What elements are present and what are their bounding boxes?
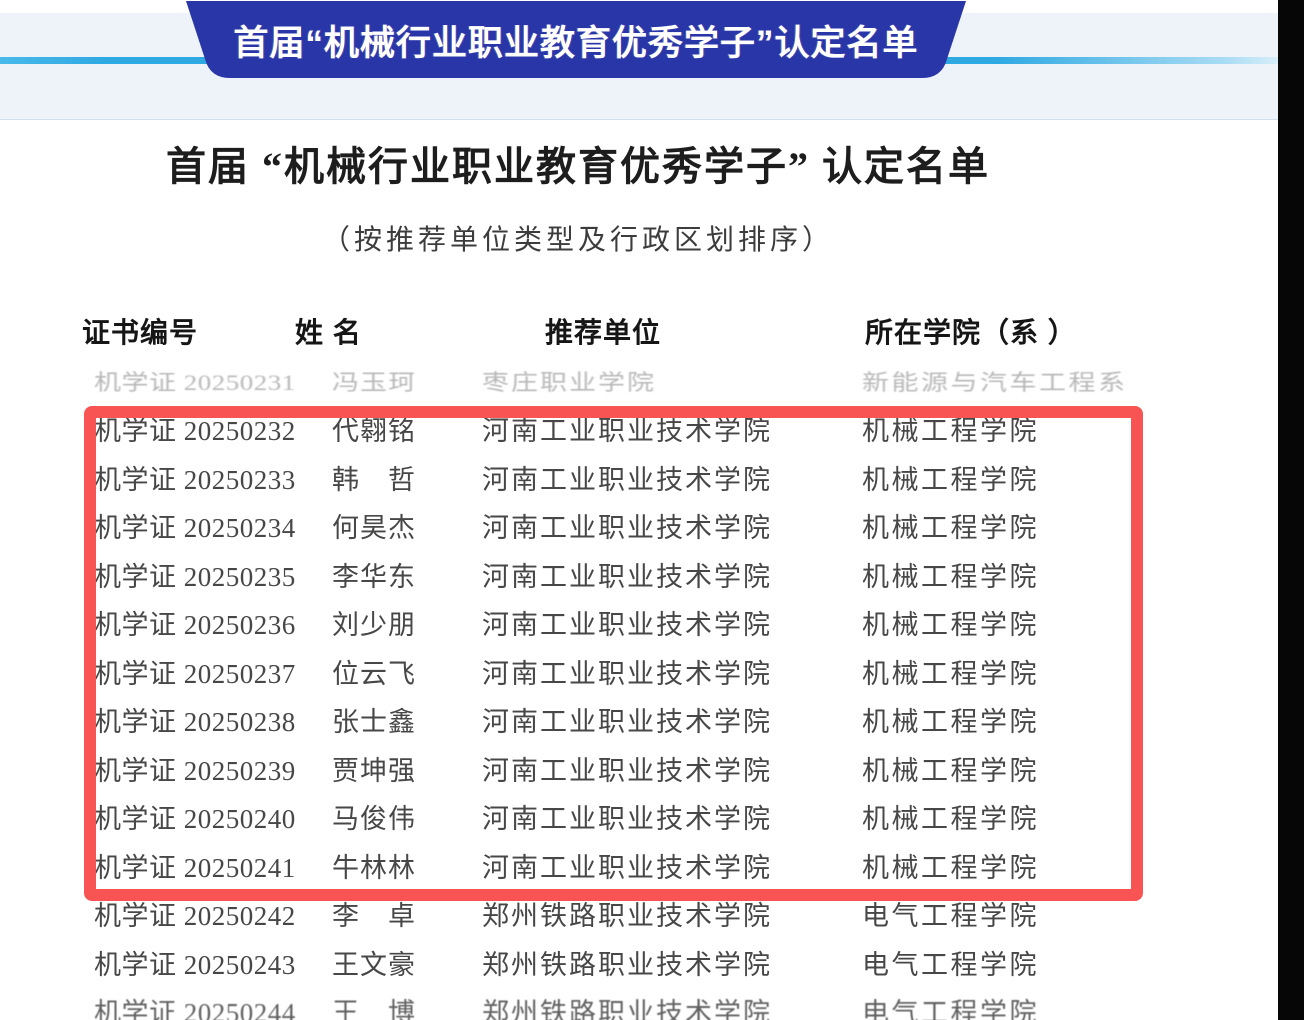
column-header-college: 所在学院（系 ） — [865, 317, 1077, 348]
unit-cell: 郑州铁路职业技术学院 — [482, 901, 772, 932]
table-row: 机学证 20250239 贾坤强 河南工业职业技术学院 机械工程学院 — [82, 744, 1182, 793]
cert-cell: 机学证 20250240 — [94, 804, 296, 835]
banner-title: 首届“机械行业职业教育优秀学子”认定名单 — [233, 23, 919, 63]
college-cell: 机械工程学院 — [862, 707, 1039, 738]
table-row: 机学证 20250236 刘少朋 河南工业职业技术学院 机械工程学院 — [82, 599, 1182, 648]
college-cell: 机械工程学院 — [862, 804, 1039, 835]
table-row: 机学证 20250240 马俊伟 河南工业职业技术学院 机械工程学院 — [82, 793, 1182, 842]
college-cell: 机械工程学院 — [862, 755, 1039, 786]
unit-cell: 河南工业职业技术学院 — [482, 610, 772, 641]
college-cell: 机械工程学院 — [862, 658, 1039, 689]
name-cell: 马俊伟 — [332, 804, 416, 835]
name-cell: 张士鑫 — [332, 707, 416, 738]
column-header-unit: 推荐单位 — [545, 317, 662, 348]
name-cell: 王文豪 — [332, 949, 416, 980]
unit-cell: 河南工业职业技术学院 — [482, 561, 772, 592]
page-subtitle: （按推荐单位类型及行政区划排序） — [321, 225, 834, 256]
name-cell: 代翱铭 — [332, 416, 416, 447]
ribbon-banner: 首届“机械行业职业教育优秀学子”认定名单 — [162, 1, 990, 83]
table-header-row: 证书编号 姓 名 推荐单位 所在学院（系 ） — [82, 305, 1076, 349]
name-cell: 牛林林 — [332, 852, 416, 883]
name-cell: 李华东 — [332, 561, 416, 592]
table-row: 机学证 20250241 牛林林 河南工业职业技术学院 机械工程学院 — [82, 841, 1182, 890]
ribbon-banner-shape — [186, 1, 966, 78]
cert-cell: 机学证 20250242 — [94, 901, 296, 932]
name-cell: 李 卓 — [332, 901, 416, 932]
cert-cell: 机学证 20250239 — [94, 755, 296, 786]
table-row: 机学证 20250242 李 卓 郑州铁路职业技术学院 电气工程学院 — [82, 890, 1182, 939]
unit-cell: 枣庄职业学院 — [482, 370, 656, 395]
right-edge-strip — [1278, 0, 1304, 1020]
college-cell: 机械工程学院 — [862, 561, 1039, 592]
cert-cell: 机学证 20250244 — [94, 998, 296, 1020]
table-row: 机学证 20250234 何昊杰 河南工业职业技术学院 机械工程学院 — [82, 502, 1182, 551]
table-row: 机学证 20250237 位云飞 河南工业职业技术学院 机械工程学院 — [82, 647, 1182, 696]
table-row: 机学证 20250238 张士鑫 河南工业职业技术学院 机械工程学院 — [82, 696, 1182, 745]
unit-cell: 河南工业职业技术学院 — [482, 707, 772, 738]
unit-cell: 河南工业职业技术学院 — [482, 513, 772, 544]
table-row: 机学证 20250243 王文豪 郑州铁路职业技术学院 电气工程学院 — [82, 938, 1182, 987]
unit-cell: 河南工业职业技术学院 — [482, 755, 772, 786]
unit-cell: 河南工业职业技术学院 — [482, 464, 772, 495]
table-row: 机学证 20250235 李华东 河南工业职业技术学院 机械工程学院 — [82, 550, 1182, 599]
name-cell: 王 博 — [332, 998, 416, 1020]
cert-cell: 机学证 20250238 — [94, 707, 296, 738]
name-cell: 何昊杰 — [332, 513, 416, 544]
college-cell: 机械工程学院 — [862, 610, 1039, 641]
table-row: 机学证 20250233 韩 哲 河南工业职业技术学院 机械工程学院 — [82, 453, 1182, 502]
college-cell: 机械工程学院 — [862, 416, 1039, 447]
cert-cell: 机学证 20250232 — [94, 416, 296, 447]
table-row: 机学证 20250232 代翱铭 河南工业职业技术学院 机械工程学院 — [82, 405, 1182, 454]
cert-cell: 机学证 20250231 — [94, 370, 296, 395]
table-body: 机学证 20250231 冯玉珂 枣庄职业学院 新能源与汽车工程系 机学证 20… — [82, 356, 1182, 1020]
table-row: 机学证 20250231 冯玉珂 枣庄职业学院 新能源与汽车工程系 — [82, 360, 1182, 400]
cert-cell: 机学证 20250243 — [94, 949, 296, 980]
cert-cell: 机学证 20250241 — [94, 852, 296, 883]
name-cell: 韩 哲 — [332, 464, 416, 495]
college-cell: 机械工程学院 — [862, 464, 1039, 495]
college-cell: 机械工程学院 — [862, 852, 1039, 883]
cert-cell: 机学证 20250234 — [94, 513, 296, 544]
cert-cell: 机学证 20250235 — [94, 561, 296, 592]
column-header-certificate: 证书编号 — [82, 317, 199, 348]
unit-cell: 郑州铁路职业技术学院 — [482, 949, 772, 980]
unit-cell: 河南工业职业技术学院 — [482, 852, 772, 883]
college-cell: 电气工程学院 — [862, 949, 1039, 980]
unit-cell: 河南工业职业技术学院 — [482, 416, 772, 447]
cert-cell: 机学证 20250236 — [94, 610, 296, 641]
name-cell: 刘少朋 — [332, 610, 416, 641]
name-cell: 位云飞 — [332, 658, 416, 689]
unit-cell: 河南工业职业技术学院 — [482, 804, 772, 835]
unit-cell: 郑州铁路职业技术学院 — [482, 998, 772, 1020]
college-cell: 电气工程学院 — [862, 998, 1039, 1020]
college-cell: 新能源与汽车工程系 — [862, 370, 1128, 395]
unit-cell: 河南工业职业技术学院 — [482, 658, 772, 689]
name-cell: 冯玉珂 — [332, 370, 416, 395]
page-title: 首届 “机械行业职业教育优秀学子” 认定名单 — [166, 144, 990, 189]
cert-cell: 机学证 20250237 — [94, 658, 296, 689]
cert-cell: 机学证 20250233 — [94, 464, 296, 495]
name-cell: 贾坤强 — [332, 755, 416, 786]
column-header-name: 姓 名 — [295, 317, 362, 348]
table-row: 机学证 20250244 王 博 郑州铁路职业技术学院 电气工程学院 — [82, 987, 1182, 1020]
college-cell: 电气工程学院 — [862, 901, 1039, 932]
college-cell: 机械工程学院 — [862, 513, 1039, 544]
